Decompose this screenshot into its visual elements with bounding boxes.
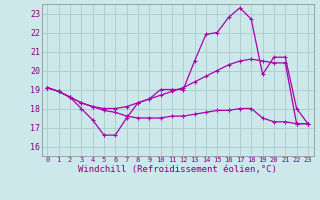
X-axis label: Windchill (Refroidissement éolien,°C): Windchill (Refroidissement éolien,°C)	[78, 165, 277, 174]
